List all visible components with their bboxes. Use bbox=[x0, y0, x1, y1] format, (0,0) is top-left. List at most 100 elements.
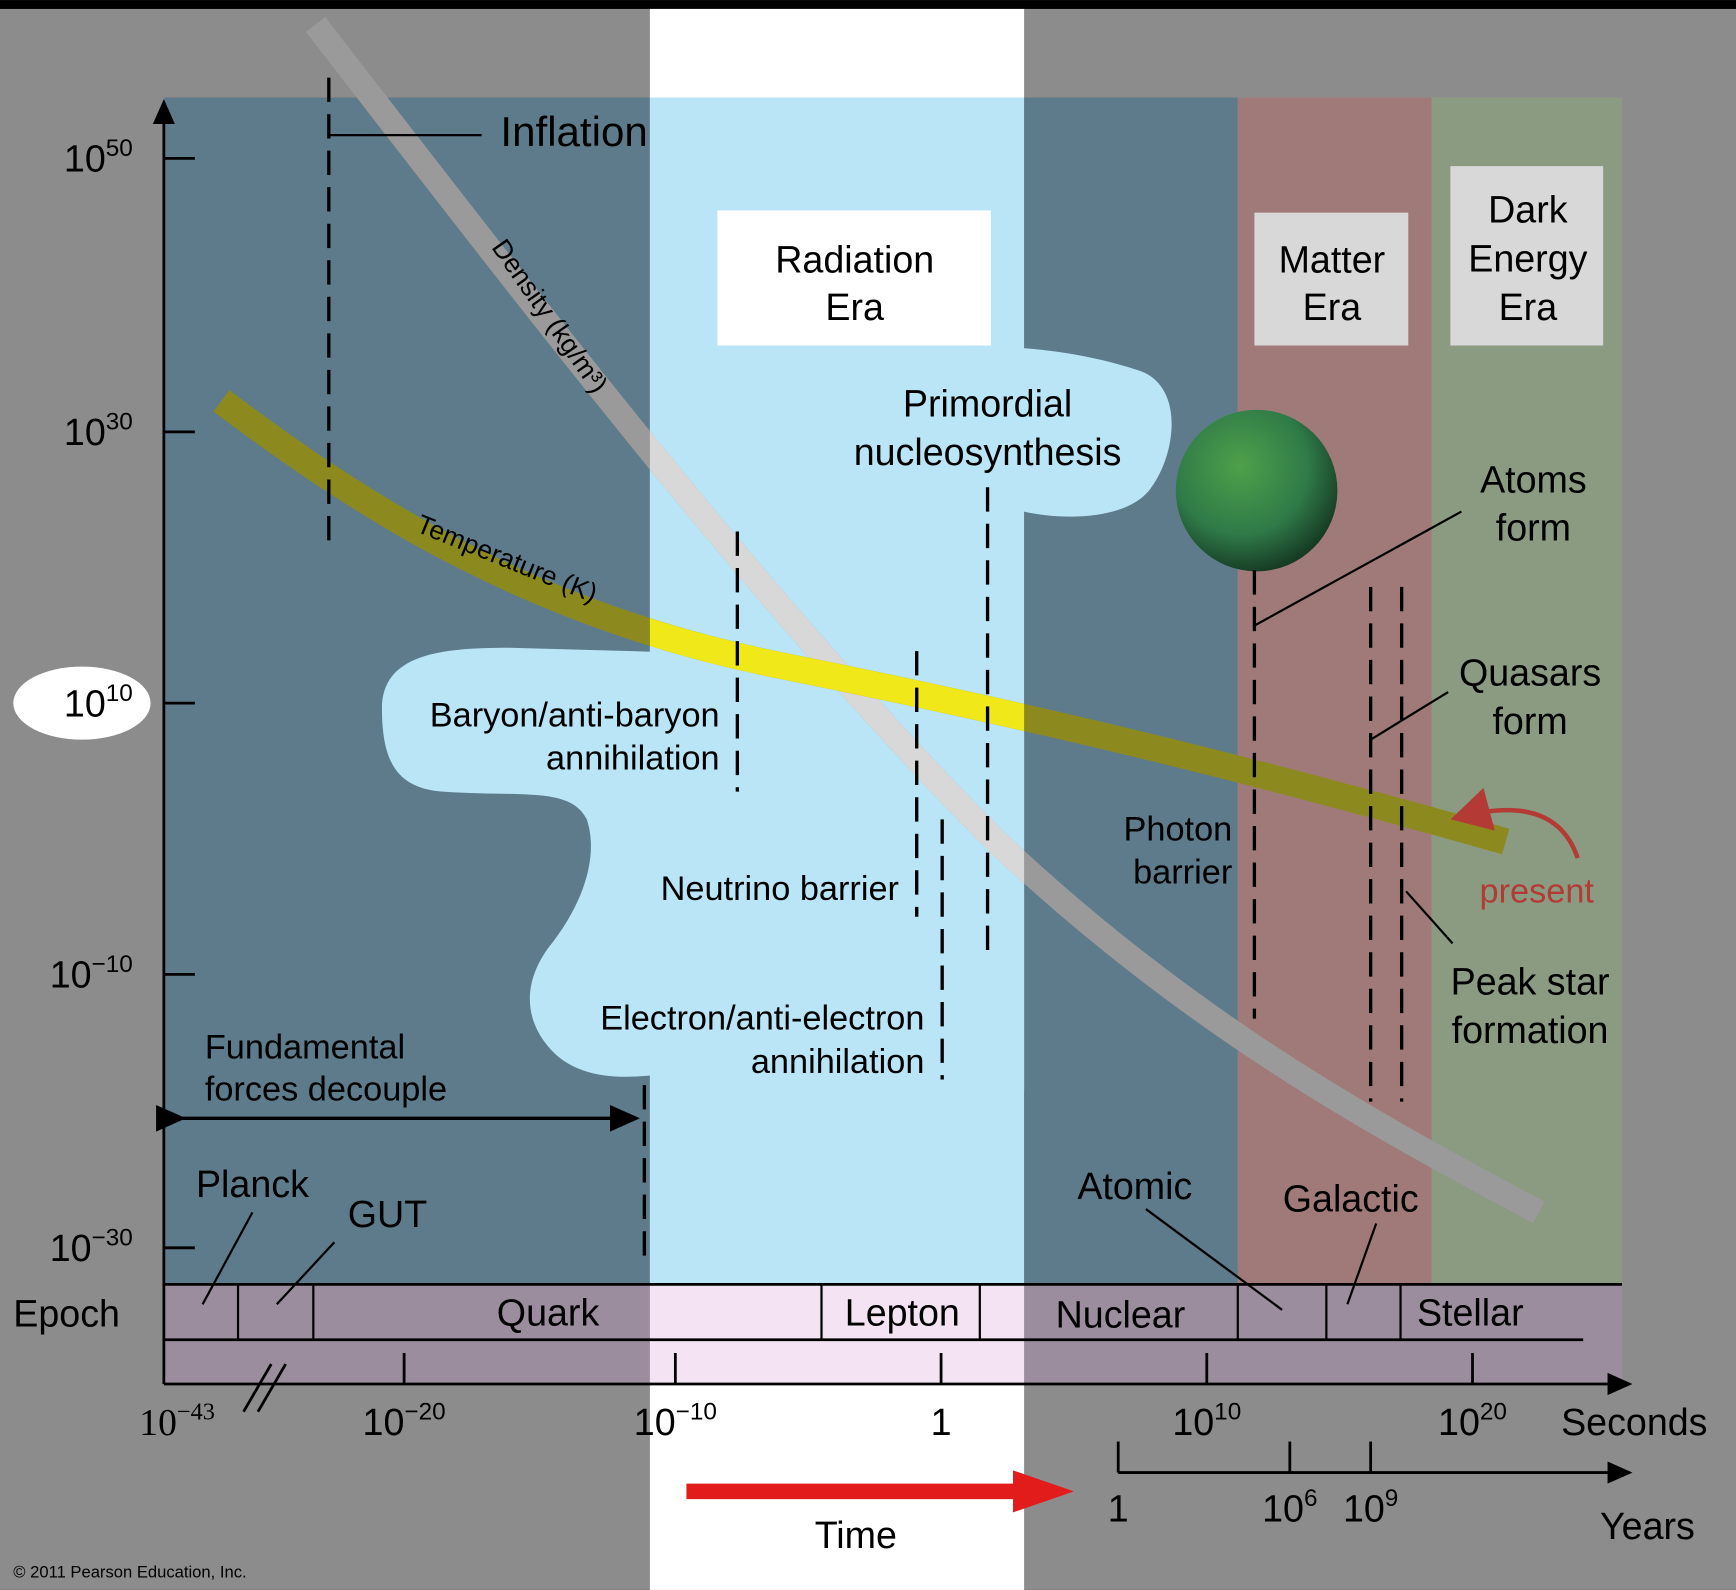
time-arrow bbox=[686, 1470, 1074, 1513]
event-label: annihilation bbox=[751, 1043, 925, 1081]
region-radiation bbox=[1024, 97, 1238, 1285]
cloud bbox=[821, 347, 1172, 517]
tick-exponent: −10 bbox=[676, 1398, 717, 1425]
era-label: Matter bbox=[1279, 238, 1386, 280]
cloud bbox=[381, 647, 1025, 1091]
tick-label: 10−30 bbox=[50, 1225, 133, 1270]
epoch-name: Atomic bbox=[1077, 1165, 1192, 1207]
event-label: Electron/anti-electron bbox=[600, 1000, 924, 1038]
tick-label: 1050 bbox=[64, 135, 133, 180]
tick-exponent: −10 bbox=[92, 951, 133, 978]
event-label: form bbox=[1496, 506, 1571, 548]
tick-label: 1010 bbox=[1172, 1398, 1241, 1443]
event-label: Primordial bbox=[903, 382, 1072, 424]
tick-label: 10−10 bbox=[634, 1398, 717, 1443]
event-label: Neutrino barrier bbox=[661, 870, 899, 908]
copyright: © 2011 Pearson Education, Inc. bbox=[13, 1563, 246, 1582]
tick-exponent: 9 bbox=[1385, 1485, 1399, 1512]
event-label: Photon bbox=[1123, 810, 1232, 848]
era-box bbox=[1450, 166, 1604, 346]
event-label: formation bbox=[1452, 1009, 1609, 1051]
event-label: forces decouple bbox=[205, 1071, 447, 1109]
tick-exponent: 20 bbox=[1480, 1398, 1507, 1425]
leader bbox=[1405, 890, 1454, 945]
tick-base: 10 bbox=[64, 682, 106, 724]
temperature-curve-highlight bbox=[649, 618, 1025, 732]
top-border bbox=[0, 0, 1736, 9]
epoch-name: Nuclear bbox=[1056, 1294, 1186, 1336]
leader bbox=[1253, 510, 1462, 627]
tick-highlight bbox=[13, 666, 151, 740]
era-label: Era bbox=[1499, 286, 1558, 328]
event-label: Atoms bbox=[1480, 459, 1587, 501]
present-arrow bbox=[1450, 787, 1580, 859]
epoch-dividers bbox=[236, 1284, 1402, 1340]
epoch-name: Quark bbox=[497, 1291, 600, 1333]
tick-exponent: 10 bbox=[1214, 1398, 1241, 1425]
era-box bbox=[717, 210, 991, 346]
axis-unit: Years bbox=[1600, 1505, 1695, 1547]
era-label: Energy bbox=[1468, 237, 1587, 279]
era-label: Era bbox=[825, 286, 884, 328]
tick-exponent: −20 bbox=[404, 1398, 445, 1425]
epoch-name: Planck bbox=[196, 1163, 309, 1205]
event-label: Baryon/anti-baryon bbox=[430, 696, 720, 734]
tick-exponent: 30 bbox=[106, 409, 133, 436]
tick-base: 1 bbox=[931, 1401, 952, 1443]
epoch-band-highlight bbox=[649, 1284, 1025, 1384]
tick-label: 10−10 bbox=[50, 951, 133, 996]
leader bbox=[1145, 1208, 1283, 1311]
tick-label: 1 bbox=[931, 1401, 952, 1443]
event-label: Inflation bbox=[500, 108, 647, 155]
era-label: Radiation bbox=[775, 238, 934, 280]
tick-base: 1 bbox=[1108, 1487, 1129, 1529]
density-curve-highlight bbox=[649, 430, 1025, 884]
tick-base: 10 bbox=[1438, 1401, 1480, 1443]
epoch-row-label: Epoch bbox=[13, 1292, 120, 1334]
tick-label: 1 bbox=[1108, 1487, 1129, 1529]
event-label: Fundamental bbox=[205, 1028, 405, 1066]
event-label: annihilation bbox=[546, 740, 720, 778]
epoch-name: Galactic bbox=[1283, 1177, 1419, 1219]
tick-base: 10 bbox=[139, 1402, 177, 1444]
event-label: nucleosynthesis bbox=[854, 431, 1122, 473]
tick-label: 109 bbox=[1343, 1485, 1398, 1530]
tick-base: 10 bbox=[363, 1401, 405, 1443]
tick-base: 10 bbox=[634, 1401, 676, 1443]
tick-base: 10 bbox=[64, 411, 106, 453]
epoch-name: GUT bbox=[348, 1193, 427, 1235]
event-label: barrier bbox=[1133, 854, 1232, 892]
tick-exponent: 10 bbox=[106, 680, 133, 707]
tick-base: 10 bbox=[1172, 1401, 1214, 1443]
leader bbox=[275, 1241, 336, 1306]
present-label: present bbox=[1479, 872, 1594, 910]
leader bbox=[201, 1211, 254, 1305]
leader bbox=[1346, 1223, 1378, 1305]
tick-exponent: −30 bbox=[92, 1225, 133, 1252]
tick-label: 10−20 bbox=[363, 1398, 446, 1443]
tick-label: 1020 bbox=[1438, 1398, 1507, 1443]
tick-label: 10−43 bbox=[139, 1398, 215, 1443]
time-label: Time bbox=[815, 1514, 897, 1556]
tick-base: 10 bbox=[1343, 1487, 1385, 1529]
tick-label: 1010 bbox=[64, 680, 133, 725]
event-label: Quasars bbox=[1459, 651, 1601, 693]
leader bbox=[1370, 691, 1449, 741]
tick-exponent: −43 bbox=[177, 1398, 215, 1425]
era-box bbox=[1254, 212, 1409, 346]
tick-exponent: 50 bbox=[106, 135, 133, 162]
cmb-sphere bbox=[1175, 409, 1338, 572]
tick-base: 10 bbox=[50, 1227, 92, 1269]
event-label: form bbox=[1492, 700, 1567, 742]
era-label: Era bbox=[1303, 286, 1362, 328]
tick-exponent: 6 bbox=[1304, 1485, 1318, 1512]
epoch-name: Lepton bbox=[845, 1291, 960, 1333]
axis-unit: Seconds bbox=[1561, 1401, 1707, 1443]
tick-base: 10 bbox=[1262, 1487, 1304, 1529]
axis-break bbox=[256, 1363, 287, 1413]
epoch-name: Stellar bbox=[1417, 1291, 1524, 1333]
